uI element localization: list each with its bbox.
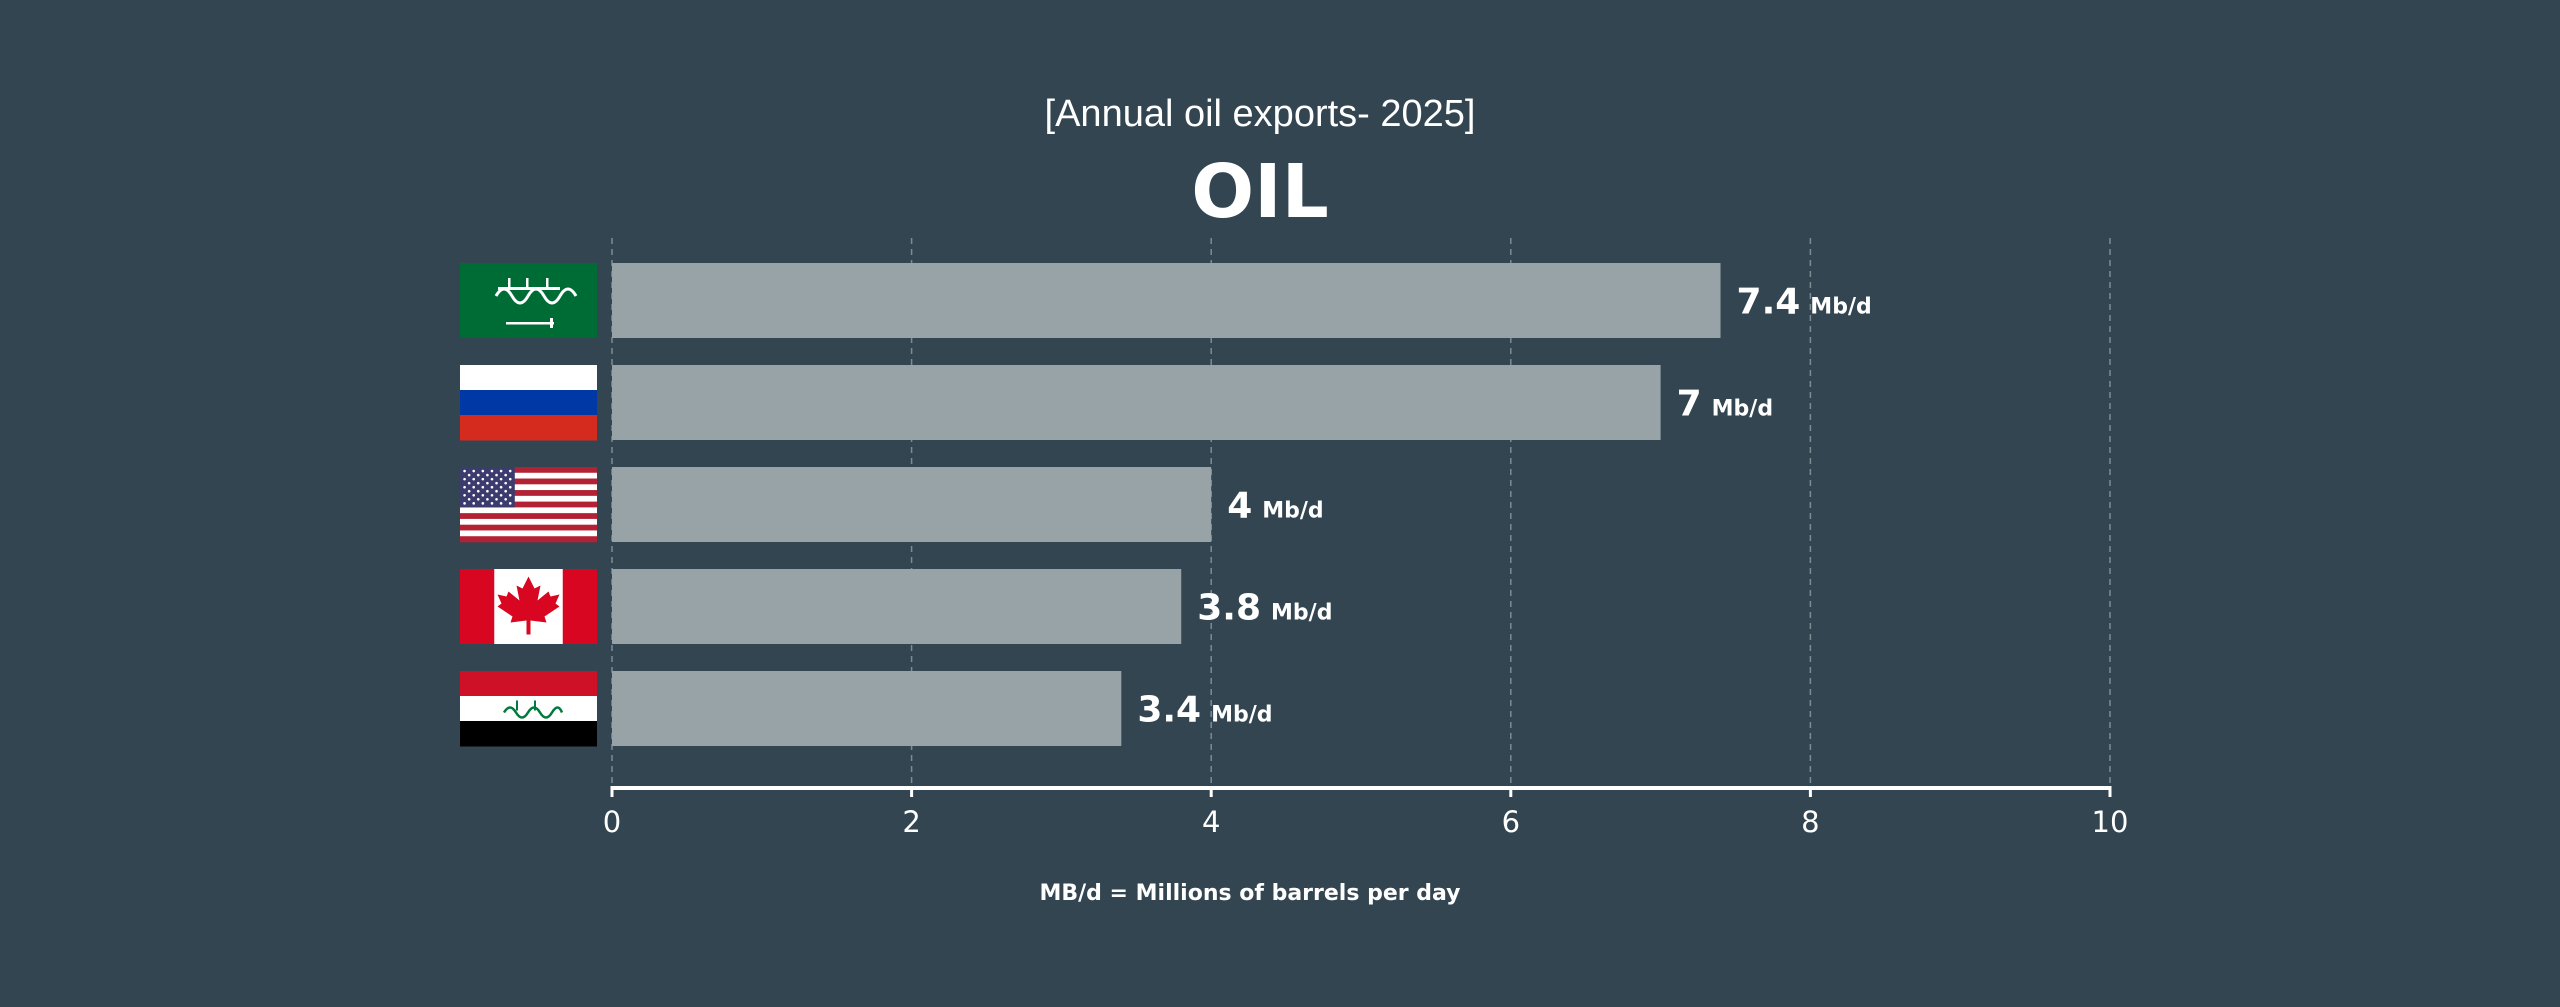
value-labels: 7.4 Mb/d 7 Mb/d 4 Mb/d 3.8 Mb/d 3.4 Mb/d — [1137, 282, 1871, 731]
bar-iraq — [612, 671, 1122, 746]
x-tick-label: 6 — [1502, 805, 1520, 839]
x-tick-label: 10 — [2092, 805, 2129, 839]
data-label: 7 Mb/d — [1677, 384, 1774, 425]
iraq-flag-icon — [460, 671, 597, 747]
russia-flag-icon — [460, 365, 597, 441]
canada-flag-icon — [460, 569, 597, 644]
bar-saudi-arabia — [612, 263, 1721, 338]
flags — [460, 263, 597, 747]
data-label: 3.8 Mb/d — [1197, 588, 1332, 629]
footnote: MB/d = Millions of barrels per day — [1039, 881, 1461, 906]
bars — [612, 263, 1721, 746]
bar-russia — [612, 365, 1661, 440]
data-label: 7.4 Mb/d — [1737, 282, 1872, 323]
data-label: 4 Mb/d — [1227, 486, 1324, 527]
usa-flag-icon — [460, 467, 597, 543]
x-tick-label: 8 — [1801, 805, 1819, 839]
chart-title: OIL — [1191, 149, 1329, 235]
bar-usa — [612, 467, 1212, 542]
chart-subtitle: [Annual oil exports- 2025] — [1044, 93, 1476, 135]
x-tick-label: 0 — [603, 805, 621, 839]
x-axis: 0 2 4 6 8 10 — [603, 786, 2129, 839]
x-tick-label: 2 — [902, 805, 920, 839]
bar-canada — [612, 569, 1182, 644]
x-tick-label: 4 — [1202, 805, 1220, 839]
saudi-arabia-flag-icon — [460, 263, 597, 338]
data-label: 3.4 Mb/d — [1137, 690, 1272, 731]
